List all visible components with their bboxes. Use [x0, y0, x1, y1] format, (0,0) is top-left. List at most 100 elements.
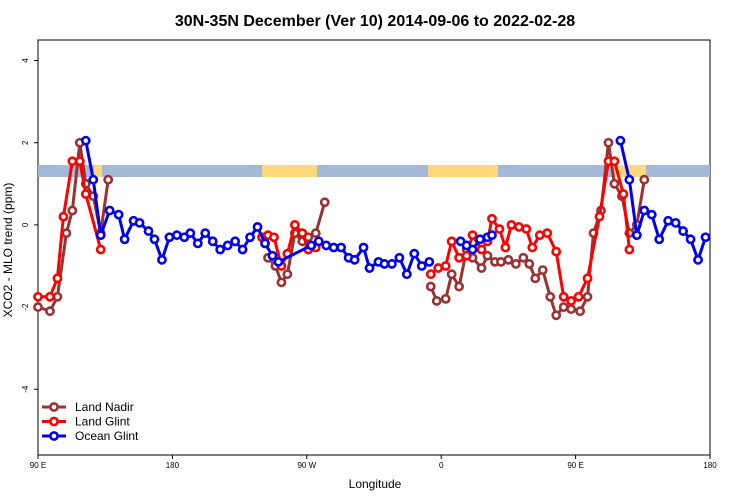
- land-band: [94, 165, 102, 177]
- point: [506, 220, 517, 230]
- point: [573, 291, 584, 302]
- point: [494, 224, 505, 234]
- point: [297, 228, 308, 239]
- point: [306, 240, 317, 251]
- point: [409, 248, 420, 259]
- point: [639, 205, 650, 216]
- point: [313, 236, 324, 247]
- point: [273, 256, 284, 267]
- point: [74, 156, 85, 167]
- point: [566, 304, 577, 315]
- land-band: [262, 165, 317, 177]
- point: [551, 310, 562, 321]
- point: [45, 291, 55, 302]
- point: [487, 230, 497, 241]
- point: [80, 135, 91, 146]
- point: [700, 232, 711, 243]
- point: [534, 230, 545, 241]
- point: [200, 228, 211, 239]
- point: [678, 226, 689, 236]
- y-tick-label: -4: [21, 385, 30, 393]
- point: [558, 302, 569, 312]
- point: [639, 174, 650, 185]
- point: [88, 174, 99, 185]
- point: [624, 244, 635, 255]
- point: [467, 230, 478, 241]
- point: [609, 156, 620, 167]
- point: [349, 254, 360, 265]
- point: [624, 174, 635, 185]
- point: [67, 205, 78, 216]
- point: [269, 232, 279, 243]
- point: [685, 234, 696, 245]
- point: [237, 244, 248, 255]
- point: [143, 226, 154, 236]
- point: [310, 228, 321, 239]
- point: [440, 261, 451, 271]
- point: [609, 178, 620, 189]
- legend-marker: [49, 416, 59, 427]
- point: [475, 234, 485, 245]
- point: [387, 259, 397, 269]
- point: [230, 236, 241, 247]
- plot-frame: [37, 39, 711, 456]
- legend-marker: [49, 431, 59, 441]
- point: [319, 197, 330, 208]
- point: [503, 254, 514, 265]
- y-tick-label: 4: [21, 58, 30, 63]
- point: [424, 256, 435, 267]
- point: [530, 273, 541, 284]
- point: [260, 238, 270, 249]
- point: [207, 236, 218, 247]
- point: [364, 263, 375, 273]
- point: [33, 302, 43, 312]
- point: [513, 222, 524, 232]
- x-tick-label: 90 W: [297, 461, 316, 470]
- legend-label: Land Glint: [75, 415, 130, 429]
- point: [134, 217, 145, 228]
- point: [654, 234, 665, 245]
- point: [401, 269, 412, 280]
- point: [646, 209, 657, 220]
- point: [80, 189, 91, 199]
- point: [149, 234, 160, 245]
- point: [500, 242, 511, 253]
- point: [618, 189, 629, 199]
- point: [113, 209, 124, 220]
- point: [476, 263, 487, 273]
- point: [67, 156, 78, 167]
- point: [425, 281, 436, 292]
- point: [416, 261, 427, 271]
- point: [192, 238, 203, 249]
- point: [482, 250, 493, 261]
- point: [527, 242, 538, 253]
- point: [670, 217, 681, 228]
- x-tick-label: 180: [166, 461, 180, 470]
- point: [476, 244, 487, 255]
- chart-title: 30N-35N December (Ver 10) 2014-09-06 to …: [175, 13, 575, 30]
- point: [518, 252, 529, 263]
- point: [594, 211, 605, 222]
- y-tick-label: 2: [21, 140, 30, 145]
- point: [440, 293, 451, 304]
- x-tick-label: 90 E: [567, 461, 583, 470]
- point: [95, 244, 106, 255]
- point: [454, 252, 465, 263]
- point: [61, 228, 72, 239]
- point: [379, 259, 390, 269]
- point: [446, 269, 457, 280]
- y-axis-label: XCO2 - MLO trend (ppm): [1, 183, 15, 318]
- point: [603, 137, 614, 148]
- point: [461, 250, 472, 261]
- point: [631, 230, 642, 241]
- x-tick-label: 180: [703, 461, 717, 470]
- point: [157, 254, 167, 265]
- point: [245, 232, 255, 243]
- point: [582, 273, 593, 284]
- point: [103, 174, 114, 185]
- point: [289, 220, 300, 230]
- y-tick-label: 0: [21, 222, 30, 227]
- point: [551, 246, 562, 257]
- y-tick-label: -2: [21, 303, 30, 311]
